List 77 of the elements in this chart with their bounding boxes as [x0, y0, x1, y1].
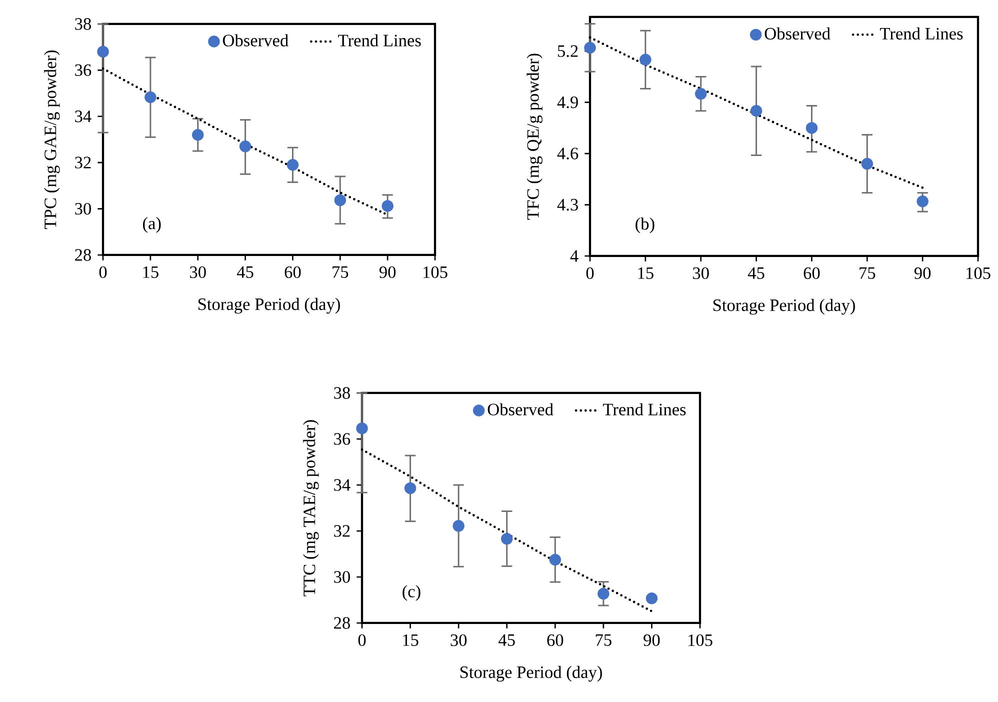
y-tick-label: 4.3 [557, 198, 578, 211]
point [861, 158, 874, 170]
y-tick-label: 34 [75, 110, 92, 122]
x-tick-label: 30 [693, 267, 709, 280]
x-axis-title: Storage Period (day) [460, 666, 602, 682]
x-tick-label: 30 [190, 266, 206, 278]
x-tick-label: 45 [236, 266, 254, 278]
point [356, 422, 368, 434]
x-tick-label: 105 [688, 634, 712, 646]
legend-label: Observed [488, 403, 554, 416]
y-tick-label: 5.2 [558, 45, 578, 57]
point [334, 194, 346, 206]
y-axis-title: TPC (mg GAE/g powder) [44, 50, 60, 229]
point [239, 140, 252, 152]
point [646, 592, 658, 604]
point [452, 520, 464, 532]
point [192, 128, 204, 141]
x-axis-title: Storage Period (day) [198, 298, 340, 314]
annotation: (c) [402, 585, 420, 601]
x-tick-label: 0 [586, 267, 594, 280]
y-tick-label: 28 [75, 249, 91, 261]
legend-label: Observed [222, 34, 288, 46]
x-tick-label: 90 [644, 634, 660, 646]
y-tick-label: 30 [334, 571, 350, 583]
y-axis-title: TTC (mg TAE/g powder) [303, 420, 319, 596]
point [750, 105, 762, 117]
x-tick-label: 15 [143, 266, 158, 278]
x-tick-label: 90 [914, 267, 931, 280]
y-tick-label: 28 [334, 617, 350, 629]
y-tick-label: 38 [334, 387, 350, 399]
x-tick-label: 75 [332, 266, 348, 278]
y-tick-label: 32 [75, 156, 91, 168]
y-tick-label: 34 [334, 479, 350, 491]
annotation: (a) [143, 217, 161, 233]
legend-label: Trend Lines [338, 34, 421, 46]
y-tick-label: 4 [570, 250, 578, 262]
point [144, 91, 156, 104]
x-tick-label: 105 [966, 267, 990, 280]
point [500, 532, 513, 545]
y-tick-label: 4.9 [557, 96, 578, 108]
point [404, 482, 416, 494]
x-tick-label: 15 [638, 267, 654, 279]
x-tick-label: 60 [804, 267, 820, 280]
x-tick-label: 15 [403, 634, 418, 646]
point [916, 195, 928, 208]
x-tick-label: 30 [450, 634, 467, 646]
point [694, 88, 707, 100]
point [286, 159, 299, 171]
y-tick-label: 30 [75, 202, 91, 215]
x-tick-label: 90 [379, 266, 396, 278]
y-axis-title: TFC (mg QE/g powder) [526, 54, 542, 220]
point [97, 46, 109, 58]
y-tick-label: 4.6 [557, 148, 578, 160]
legend-label: Trend Lines [880, 27, 963, 40]
point [584, 42, 596, 54]
point [598, 588, 610, 600]
legend-label: Observed [764, 27, 830, 40]
y-tick-label: 36 [334, 433, 350, 445]
x-tick-label: 0 [99, 266, 107, 278]
x-tick-label: 75 [596, 634, 612, 646]
x-tick-label: 75 [860, 267, 876, 279]
y-tick-label: 32 [334, 525, 350, 537]
x-tick-label: 0 [358, 634, 366, 646]
x-tick-label: 45 [748, 267, 764, 279]
x-axis-title: Storage Period (day) [713, 298, 855, 315]
point [382, 200, 394, 212]
x-tick-label: 105 [424, 266, 448, 278]
x-tick-label: 60 [547, 634, 564, 646]
point [640, 54, 652, 66]
y-tick-label: 38 [75, 18, 91, 30]
y-tick-label: 36 [75, 64, 92, 76]
point [806, 122, 818, 134]
x-tick-label: 45 [498, 634, 515, 646]
point [549, 554, 562, 566]
legend-label: Trend Lines [603, 403, 686, 416]
x-tick-label: 60 [284, 266, 301, 278]
annotation: (b) [636, 218, 654, 234]
